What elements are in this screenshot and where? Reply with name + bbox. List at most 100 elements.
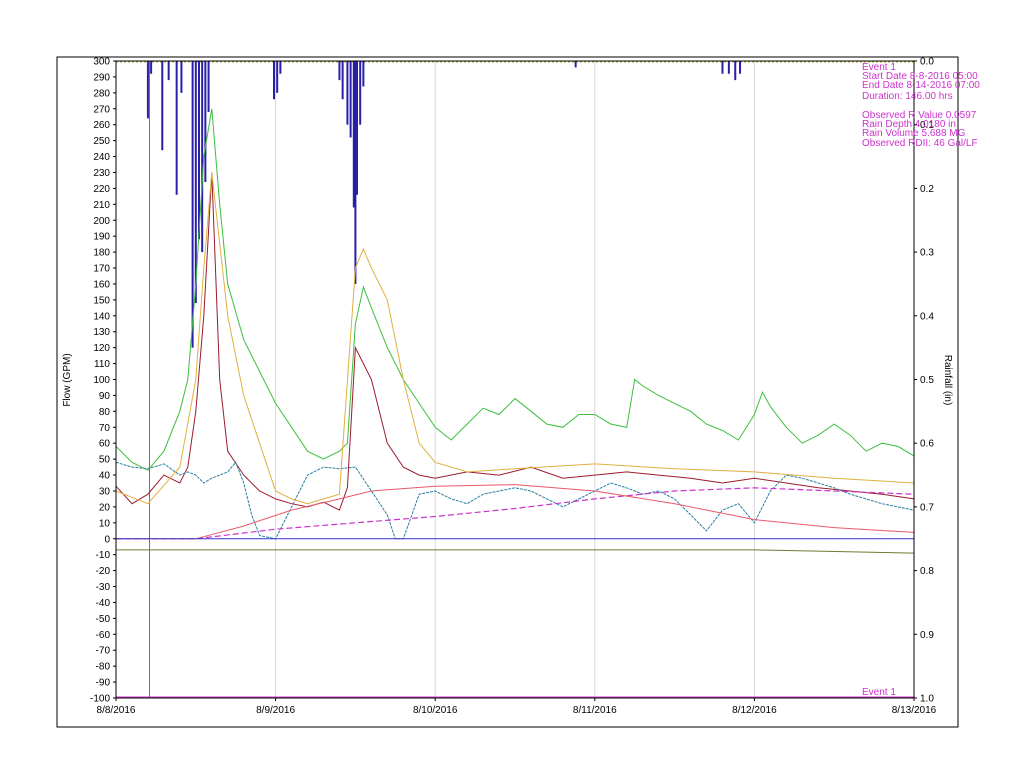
y-tick-label: 250: [93, 136, 110, 147]
series-line: [116, 549, 915, 554]
rainfall-bar: [161, 61, 164, 151]
series-line: [115, 108, 915, 471]
y-tick-label: 110: [94, 359, 110, 370]
y-tick-label: 40: [99, 471, 111, 482]
flow-axis-ticks: 3002902802702602502402302202102001901801…: [90, 57, 116, 705]
rainfall-bar: [354, 61, 357, 284]
y2-tick-label: 0.4: [920, 311, 934, 322]
event-marker-lines: [116, 61, 914, 698]
y2-tick-label: 0.9: [920, 630, 934, 641]
event-end-label: Event 1: [862, 687, 896, 698]
y2-tick-label: 0.5: [920, 375, 934, 386]
y2-tick-label: 0.2: [920, 184, 934, 195]
y-tick-label: 150: [93, 295, 110, 306]
y-tick-label: 80: [99, 407, 111, 418]
y-tick-label: 20: [99, 502, 111, 513]
annotation-line: Observed R Value 0.0597: [862, 110, 977, 121]
rainfall-bar: [362, 61, 365, 87]
rainfall-bar: [739, 61, 742, 74]
y-tick-label: 30: [99, 486, 111, 497]
annotation-line: Observed RDII: 46 Gal/LF: [862, 138, 978, 149]
series-line: [116, 487, 915, 540]
rainfall-bar: [180, 61, 183, 93]
y-tick-label: 100: [93, 375, 110, 386]
y-tick-label: 60: [99, 439, 111, 450]
rainfall-bar: [273, 61, 276, 100]
annotation-line: Duration: 146.00 hrs: [862, 91, 953, 102]
x-tick-label: 8/9/2016: [256, 705, 295, 716]
annotation-line: Rain Volume 5.688 MG: [862, 128, 966, 139]
y-tick-label: 210: [93, 200, 110, 211]
rainfall-bar: [346, 61, 349, 125]
y-tick-label: -40: [96, 598, 111, 609]
rainfall-bar: [204, 61, 207, 183]
y-tick-label: 130: [93, 327, 110, 338]
rainfall-bar: [197, 61, 200, 240]
rainfall-bar: [341, 61, 344, 100]
y2-tick-label: 0.7: [920, 502, 934, 513]
rainfall-bar: [721, 61, 724, 74]
rainfall-bars: [116, 61, 914, 348]
rainfall-bar: [734, 61, 737, 81]
rainfall-bar: [201, 61, 204, 253]
flow-series: [115, 108, 915, 554]
y-tick-label: 180: [93, 248, 110, 259]
rainfall-bar: [349, 61, 352, 138]
y2-tick-label: 0.8: [920, 566, 934, 577]
x-tick-label: 8/8/2016: [97, 705, 136, 716]
y-tick-label: 170: [93, 264, 110, 275]
rainfall-bar: [194, 61, 197, 304]
y-tick-label: 160: [93, 279, 110, 290]
y2-tick-label: 0.3: [920, 248, 934, 259]
date-axis-ticks: 8/8/2016 8/9/2016 8/10/2016 8/11/2016 8/12/2…: [97, 698, 937, 716]
y-tick-label: 230: [93, 168, 110, 179]
y-tick-label: 290: [93, 72, 110, 83]
y2-tick-label: 1.0: [920, 694, 934, 705]
rainfall-bar: [727, 61, 730, 74]
figure-border: [56, 56, 959, 728]
rainfall-bar: [574, 61, 577, 68]
grid-lines: [275, 61, 755, 698]
x-tick-label: 8/12/2016: [732, 705, 777, 716]
y-tick-label: -50: [96, 614, 111, 625]
y-tick-label: 270: [93, 104, 110, 115]
y-tick-label: 190: [93, 232, 110, 243]
y2-tick-label: 0.0: [920, 57, 934, 68]
annotation-line: Start Date 8-8-2016 05:00: [862, 71, 978, 82]
annotation-line: End Date 8-14-2016 07:00: [862, 80, 980, 91]
y-tick-label: 120: [93, 343, 110, 354]
rainfall-bar: [279, 61, 282, 74]
y-tick-label: 0: [104, 534, 110, 545]
rainfall-bar: [359, 61, 362, 125]
y-tick-label: 70: [99, 423, 111, 434]
rainfall-bar: [191, 61, 194, 348]
rainfall-bar: [355, 61, 358, 195]
y-tick-label: 240: [93, 152, 110, 163]
x-tick-label: 8/13/2016: [892, 705, 937, 716]
y-tick-label: 50: [99, 455, 111, 466]
y-tick-label: -100: [90, 694, 110, 705]
y-tick-label: 280: [93, 88, 110, 99]
rainfall-bar: [338, 61, 341, 81]
y-tick-label: 140: [93, 311, 110, 322]
series-line: [115, 172, 915, 505]
y-tick-label: 10: [99, 518, 111, 529]
y-tick-label: -70: [96, 646, 111, 657]
y-tick-label: 90: [99, 391, 111, 402]
flow-axis-title: Flow (GPM): [62, 353, 73, 406]
y-tick-label: -10: [96, 550, 111, 561]
y-tick-label: 300: [93, 57, 110, 68]
y-tick-label: 220: [93, 184, 110, 195]
y-tick-label: -20: [96, 566, 111, 577]
x-tick-label: 8/11/2016: [573, 705, 617, 716]
rainfall-bar: [175, 61, 178, 195]
plot-frame: [115, 60, 915, 699]
rainfall-bar: [167, 61, 170, 81]
rainfall-bar: [150, 61, 153, 74]
series-line: [115, 461, 915, 540]
y-tick-label: -80: [96, 662, 111, 673]
y-tick-label: -30: [96, 582, 111, 593]
annotation-line: Rain Depth 4.0180 in: [862, 119, 956, 130]
